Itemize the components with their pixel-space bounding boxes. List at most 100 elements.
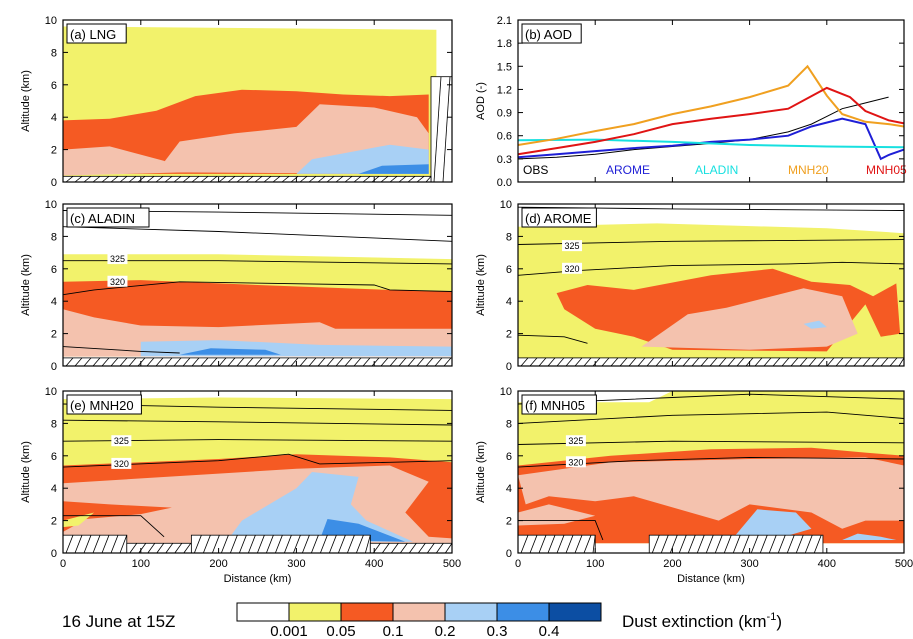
- terrain-hatch: [646, 357, 655, 367]
- terrain-hatch: [390, 543, 399, 554]
- panel-label-box: [66, 23, 127, 44]
- legend-label-mnh20: MNH20: [788, 163, 829, 177]
- terrain-hatch: [193, 535, 202, 554]
- terrain-hatch: [407, 357, 416, 367]
- x-axis-label: Distance (km): [224, 573, 292, 585]
- y-tick-label: 0: [51, 361, 57, 373]
- theta-contour: [62, 419, 453, 426]
- y-tick-label: 6: [51, 80, 57, 92]
- pink-layer-low: [63, 146, 188, 176]
- terrain-hatch: [714, 535, 723, 554]
- lightblue-layer: [734, 509, 812, 540]
- y-tick-label: 8: [51, 418, 57, 430]
- panel-label-box: [521, 394, 597, 415]
- x-tick-label: 500: [895, 558, 913, 570]
- terrain-hatch: [263, 357, 272, 367]
- terrain-hatch: [183, 543, 192, 554]
- x-tick-label: 200: [209, 558, 227, 570]
- y-tick-label: 0.9: [497, 108, 512, 120]
- x-tick-label: 300: [287, 558, 305, 570]
- terrain-hatch: [326, 176, 335, 183]
- series-line-obs: [517, 96, 889, 160]
- terrain-hatch: [619, 357, 628, 367]
- terrain-hatch: [128, 357, 137, 367]
- terrain-hatch: [371, 176, 380, 183]
- lightblue-blob: [842, 533, 897, 540]
- terrain-hatch: [433, 76, 442, 183]
- terrain-hatch: [173, 357, 182, 367]
- colorbar-swatch: [496, 602, 550, 622]
- terrain-hatch: [651, 535, 660, 554]
- series-line-aladin: [517, 138, 905, 149]
- y-tick-label: 2: [506, 329, 512, 341]
- x-tick-label: 500: [443, 558, 461, 570]
- lightblue-layer: [226, 472, 414, 542]
- terrain-hatch: [101, 535, 110, 554]
- terrain-hatch: [362, 176, 371, 183]
- theta-contour: [518, 520, 604, 541]
- terrain-hatch: [898, 357, 905, 367]
- terrain-hatch: [817, 357, 826, 367]
- panel-label: (c) ALADIN: [70, 211, 135, 226]
- y-tick-label: 10: [45, 386, 57, 398]
- x-tick-label: 100: [586, 558, 604, 570]
- y-tick-label: 2.1: [497, 15, 512, 27]
- y-tick-label: 10: [500, 199, 512, 211]
- contour-label: 320: [110, 277, 125, 287]
- legend-label-aladin: ALADIN: [695, 163, 738, 177]
- terrain-hatch: [83, 535, 92, 554]
- terrain-hatch: [290, 357, 299, 367]
- terrain-hatch: [759, 535, 768, 554]
- terrain-hatch: [202, 535, 211, 554]
- y-tick-label: 4: [506, 483, 512, 495]
- terrain-hatch: [664, 357, 673, 367]
- terrain-hatch: [227, 176, 236, 183]
- panel-label-box: [66, 394, 142, 415]
- x-tick-label: 200: [663, 558, 681, 570]
- terrain-hatch: [254, 357, 263, 367]
- y-tick-label: 2: [51, 145, 57, 157]
- theta-contour: [62, 226, 453, 242]
- terrain-hatch: [281, 176, 290, 183]
- terrain-hatch: [299, 176, 308, 183]
- terrain-hatch: [308, 176, 317, 183]
- terrain-hatch: [880, 357, 889, 367]
- plot-frame: [62, 19, 453, 183]
- terrain-hatch: [538, 357, 547, 367]
- terrain-hatch: [547, 357, 556, 367]
- terrain-hatch: [137, 176, 146, 183]
- y-tick-label: 0.3: [497, 154, 512, 166]
- terrain-hatch: [74, 176, 83, 183]
- contour-label: 320: [568, 457, 583, 467]
- terrain-hatch: [673, 357, 682, 367]
- terrain-hatch: [565, 357, 574, 367]
- contour-label-bg: [565, 435, 586, 447]
- y-tick-label: 8: [51, 231, 57, 243]
- y-tick-label: 2: [51, 516, 57, 528]
- y-tick-label: 4: [51, 296, 57, 308]
- terrain-hatch: [165, 543, 174, 554]
- x-axis-label: Distance (km): [677, 573, 745, 585]
- terrain-hatch: [678, 535, 687, 554]
- contour-label-bg: [111, 435, 132, 447]
- terrain-hatch: [92, 176, 101, 183]
- terrain-hatch: [687, 535, 696, 554]
- terrain-hatch: [777, 535, 786, 554]
- terrain-hatch: [211, 535, 220, 554]
- terrain-hatch: [425, 357, 434, 367]
- terrain-hatch: [83, 176, 92, 183]
- terrain-hatch: [425, 176, 432, 183]
- terrain-hatch: [155, 357, 164, 367]
- y-tick-label: 4: [51, 112, 57, 124]
- terrain-hatch: [871, 357, 880, 367]
- terrain-hatch: [236, 176, 245, 183]
- terrain-hatch: [583, 357, 592, 367]
- series-line-mnh20: [517, 64, 905, 146]
- theta-contour: [517, 411, 905, 424]
- terrain-hatch: [92, 357, 101, 367]
- terrain-hatch: [434, 357, 443, 367]
- terrain-hatch: [328, 535, 337, 554]
- terrain-hatch: [362, 357, 371, 367]
